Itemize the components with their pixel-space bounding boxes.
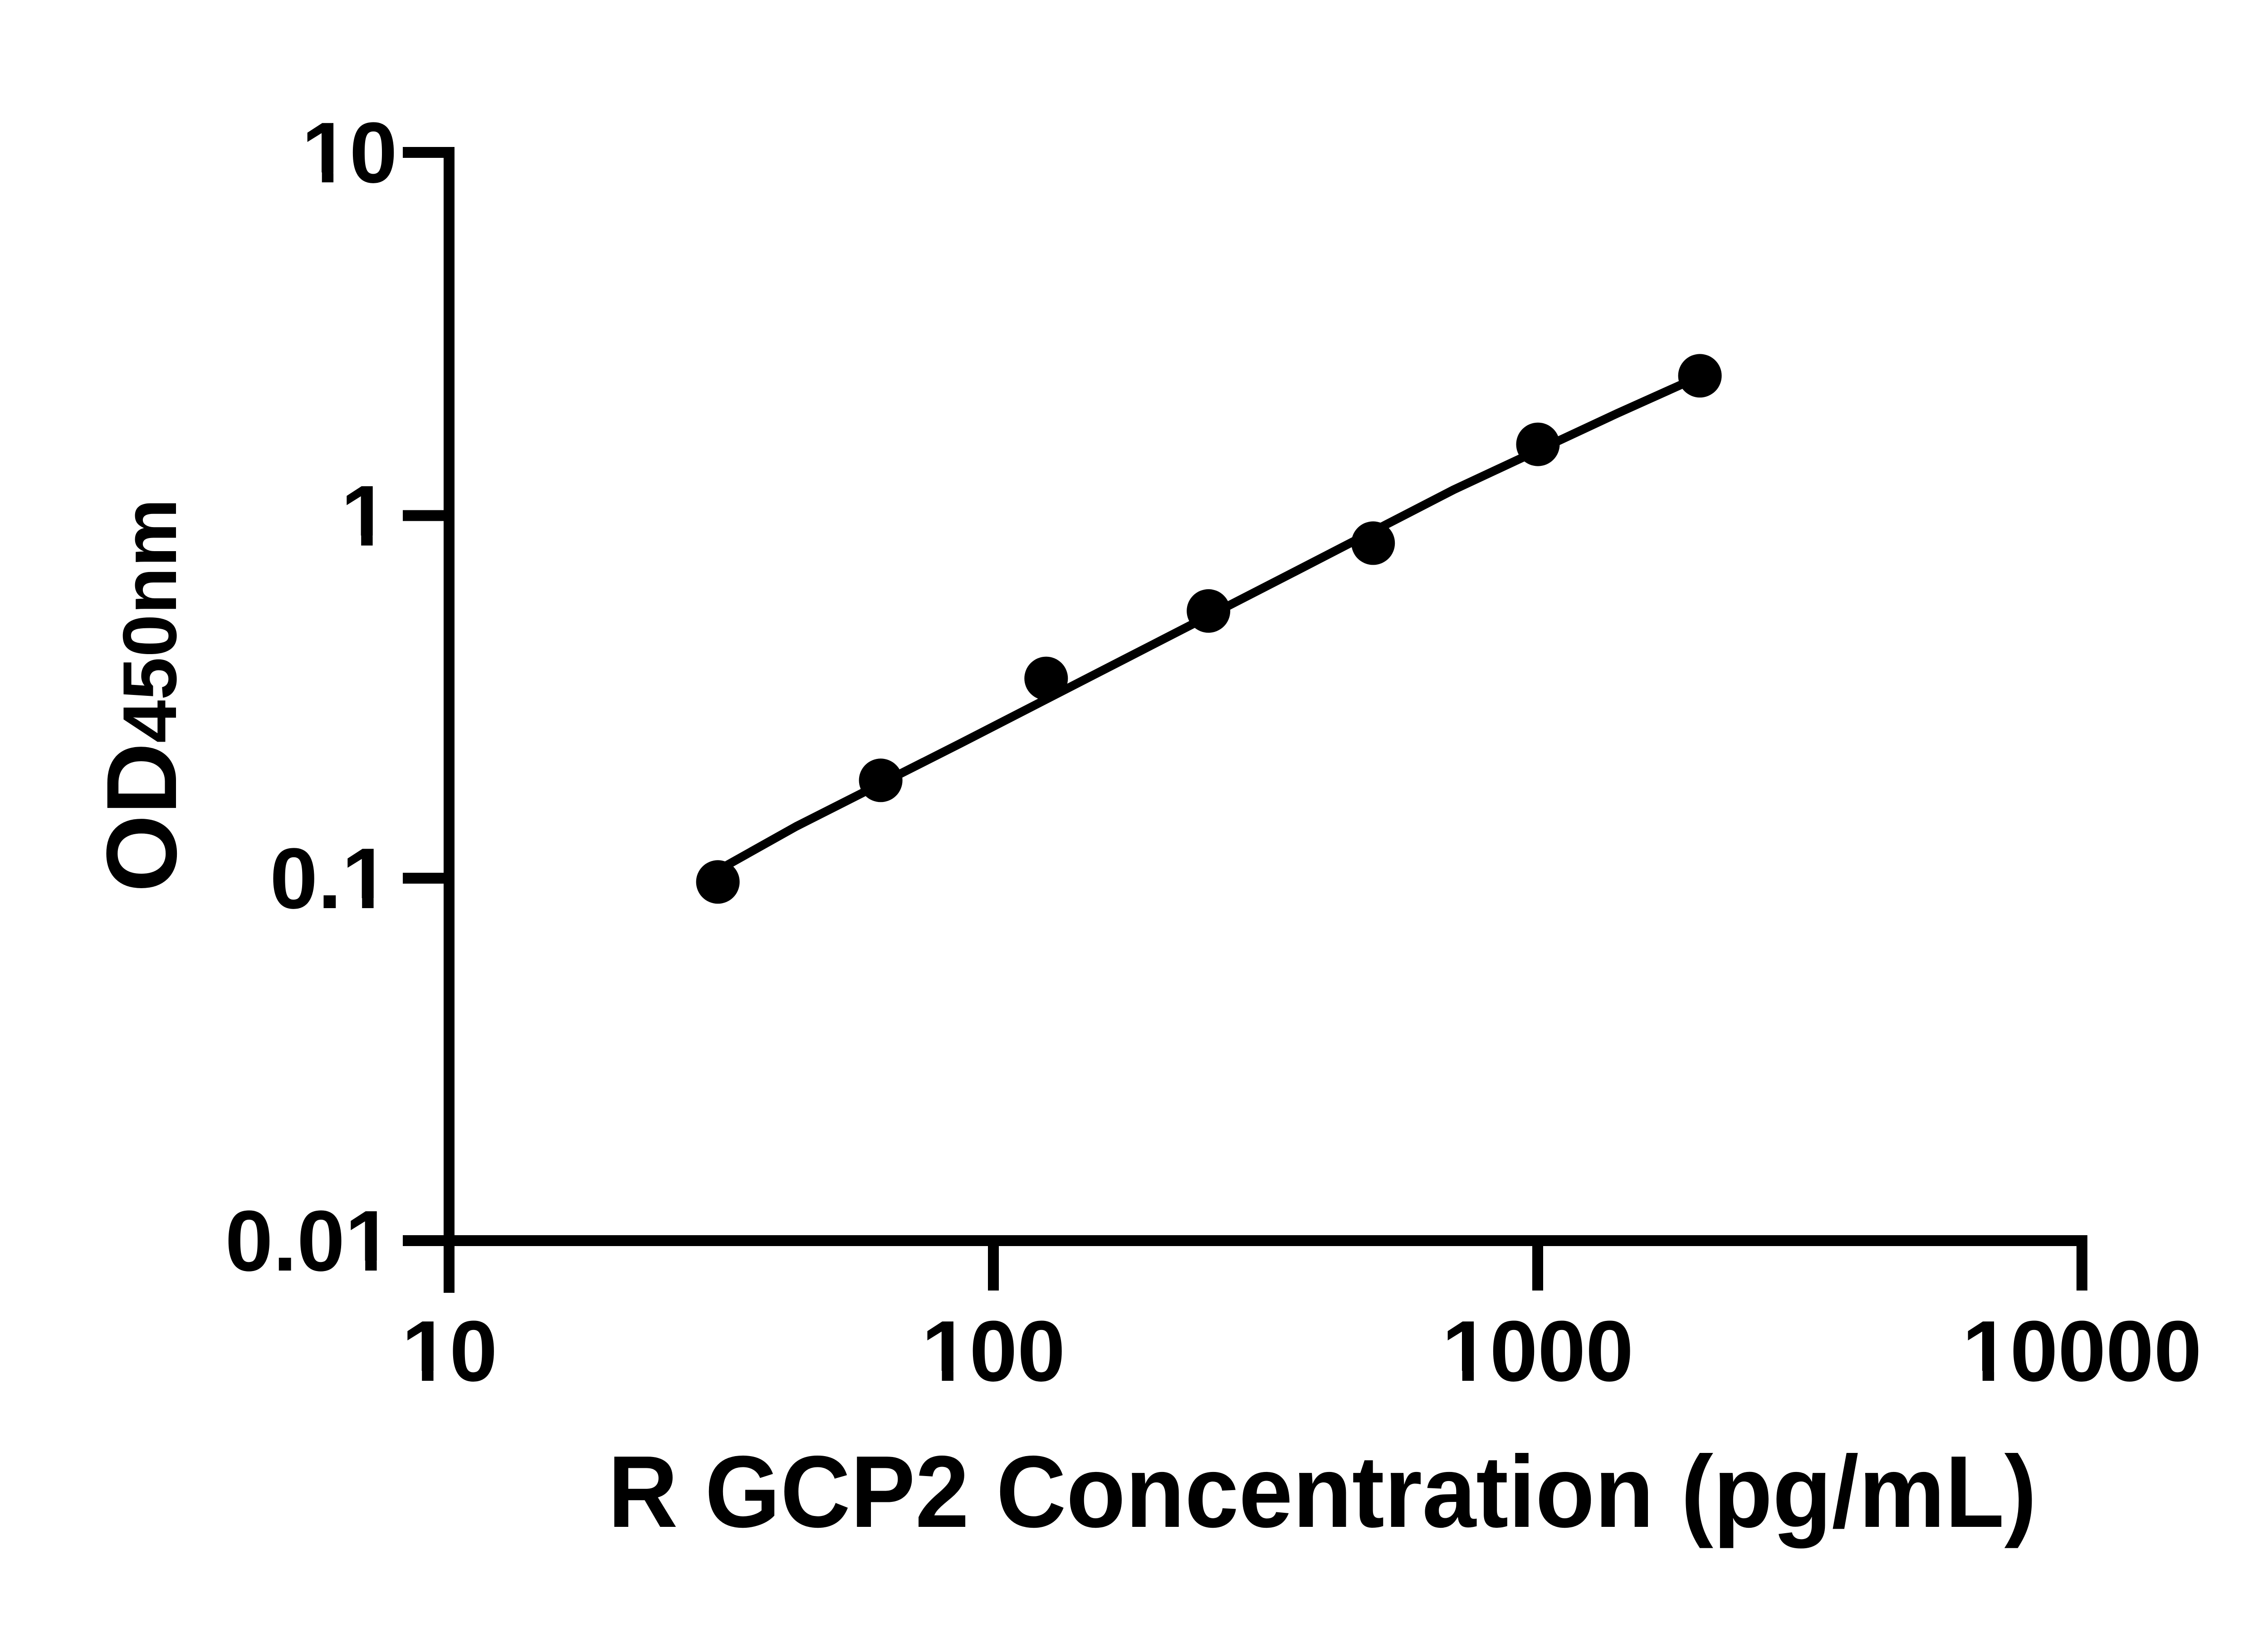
- svg-text:450nm: 450nm: [107, 499, 192, 743]
- svg-text:0.1: 0.1: [270, 831, 390, 927]
- svg-text:1000: 1000: [1442, 1303, 1634, 1399]
- svg-text:OD: OD: [86, 743, 197, 892]
- svg-text:10000: 10000: [1962, 1303, 2202, 1399]
- svg-text:10: 10: [401, 1303, 497, 1399]
- svg-text:1: 1: [341, 468, 389, 564]
- svg-text:100: 100: [921, 1303, 1065, 1399]
- svg-text:R GCP2 Concentration (pg/mL): R GCP2 Concentration (pg/mL): [608, 1434, 2037, 1549]
- svg-text:10: 10: [302, 105, 397, 201]
- svg-text:0.01: 0.01: [225, 1193, 393, 1289]
